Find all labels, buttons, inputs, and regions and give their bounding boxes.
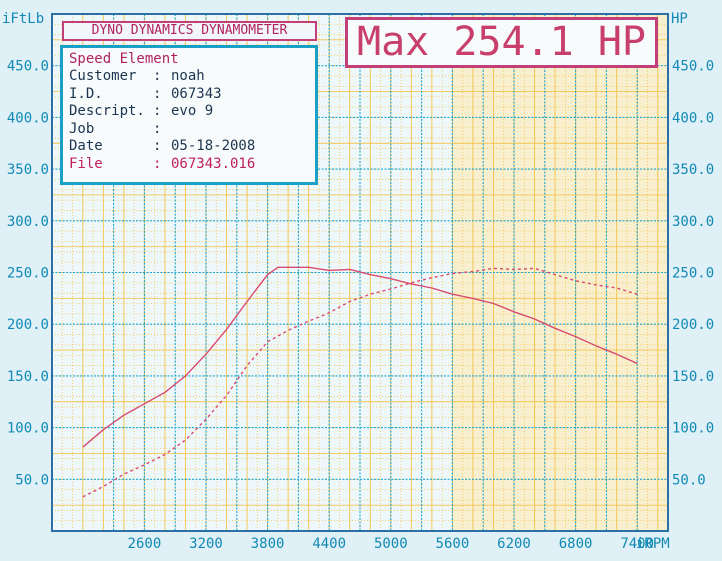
run-info-panel: Speed Element Customer : noah I.D. : 067… xyxy=(60,45,318,185)
plot-border xyxy=(51,13,669,532)
x-tick-label: 5600 xyxy=(436,536,470,552)
info-separator: : xyxy=(153,120,162,137)
info-value: 05-18-2008 xyxy=(171,138,256,154)
info-label: File xyxy=(69,155,103,172)
info-title: Speed Element xyxy=(69,51,179,67)
info-row-date: Date : 05-18-2008 xyxy=(69,138,309,156)
dynamometer-title: DYNO DYNAMICS DYNAMOMETER xyxy=(62,21,317,41)
y-tick-label-right: 200.0 xyxy=(672,317,714,333)
torque-curve-solid xyxy=(82,266,638,448)
y-tick-label-left: 350.0 xyxy=(7,162,49,178)
x-tick-label: 6200 xyxy=(497,536,531,552)
info-value: 067343.016 xyxy=(171,155,256,172)
y-tick-label-left: 300.0 xyxy=(7,214,49,230)
x-axis-unit-label: iRPM xyxy=(636,536,670,552)
info-value: 067343 xyxy=(171,85,222,102)
info-value: noah xyxy=(171,68,205,84)
max-power-readout: Max 254.1 HP xyxy=(345,17,658,68)
y-tick-label-right: 50.0 xyxy=(672,472,706,488)
info-label: I.D. xyxy=(69,85,103,102)
info-label: Customer xyxy=(69,68,137,84)
y-tick-label-left: 400.0 xyxy=(7,110,49,126)
y-tick-label-right: 450.0 xyxy=(672,59,714,75)
x-tick-label: 4400 xyxy=(312,536,346,552)
info-row-id: I.D. : 067343 xyxy=(69,86,309,104)
y-tick-label-right: 300.0 xyxy=(672,214,714,230)
y-tick-label-left: 150.0 xyxy=(7,369,49,385)
info-row-customer: Customer : noah xyxy=(69,68,309,86)
info-value: evo 9 xyxy=(171,103,214,119)
y-tick-label-right: 250.0 xyxy=(672,266,714,282)
y-tick-label-left: 450.0 xyxy=(7,59,49,75)
x-tick-label: 7400 xyxy=(620,536,654,552)
x-tick-label: 6800 xyxy=(559,536,593,552)
info-separator: : xyxy=(153,155,162,172)
info-row-file: File : 067343.016 xyxy=(69,156,309,174)
info-label: Job xyxy=(69,120,95,137)
info-label: Descript. xyxy=(69,103,145,119)
plot-frame xyxy=(51,13,669,532)
info-row-description: Descript. : evo 9 xyxy=(69,103,309,121)
info-separator: : xyxy=(153,68,162,84)
y-tick-label-left: 100.0 xyxy=(7,421,49,437)
y-tick-label-right: 400.0 xyxy=(672,110,714,126)
x-tick-label: 2600 xyxy=(128,536,162,552)
x-tick-label: 3200 xyxy=(189,536,223,552)
info-separator: : xyxy=(153,103,162,119)
info-separator: : xyxy=(153,85,162,102)
x-tick-label: 5000 xyxy=(374,536,408,552)
y-tick-label-right: 150.0 xyxy=(672,369,714,385)
y-tick-label-left: 200.0 xyxy=(7,317,49,333)
x-tick-label: 3800 xyxy=(251,536,285,552)
power-curve-dashed xyxy=(82,267,638,498)
tick-labels: 50.0 50.0 100.0 100.0 150.0 150.0 200.0 200.0 25… xyxy=(2,11,714,552)
y-tick-label-left: 250.0 xyxy=(7,266,49,282)
right-axis-label: HP xyxy=(671,11,688,27)
y-tick-label-right: 350.0 xyxy=(672,162,714,178)
info-label: Date xyxy=(69,138,103,154)
y-tick-label-right: 100.0 xyxy=(672,421,714,437)
info-separator: : xyxy=(153,138,162,154)
info-row-job: Job : xyxy=(69,121,309,139)
series xyxy=(82,266,638,498)
left-axis-label: iFtLb xyxy=(2,11,44,27)
y-tick-label-left: 50.0 xyxy=(15,472,49,488)
